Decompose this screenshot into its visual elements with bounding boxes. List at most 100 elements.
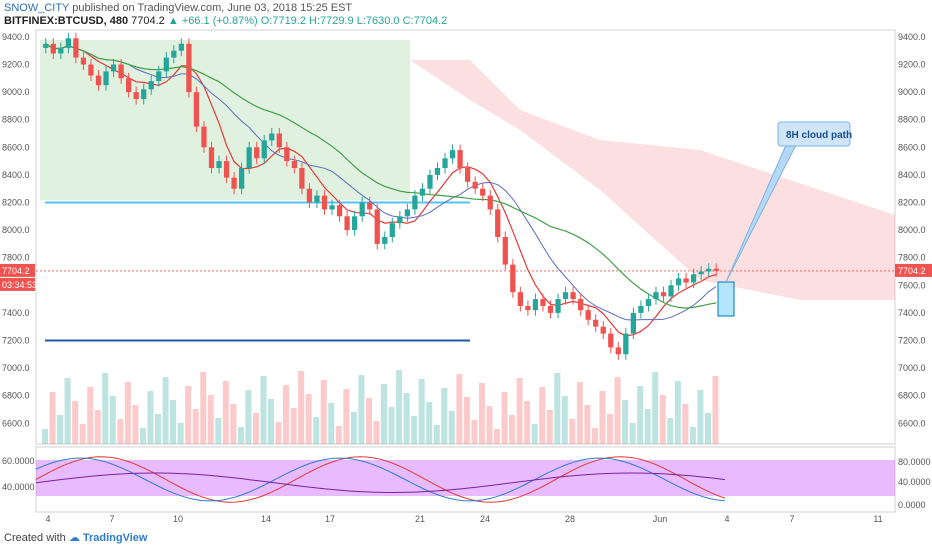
volume-bar xyxy=(117,419,124,444)
created-with-label: Created with xyxy=(4,532,66,544)
volume-bar xyxy=(689,427,696,444)
price-tick-label: 8800.0 xyxy=(898,115,926,125)
volume-bar xyxy=(433,425,440,444)
volume-bar xyxy=(109,396,116,444)
candle-body xyxy=(668,285,674,297)
volume-bar xyxy=(162,377,169,444)
candle-body xyxy=(321,195,328,210)
volume-bar xyxy=(245,390,252,444)
candle-body xyxy=(570,292,576,300)
price-tick-label-left: 6800.0 xyxy=(2,391,30,401)
volume-bar xyxy=(192,409,199,444)
candle-body xyxy=(344,216,350,231)
published-text: published on TradingView.com, June 03, 2… xyxy=(72,2,353,14)
candle-body xyxy=(201,126,207,148)
volume-bar xyxy=(237,427,244,444)
volume-bar xyxy=(697,390,704,444)
volume-bar xyxy=(290,408,297,444)
candle-body xyxy=(397,216,403,224)
volume-bar xyxy=(147,391,154,444)
x-tick-label: 24 xyxy=(480,514,490,524)
candle-body xyxy=(351,216,358,231)
candle-body xyxy=(374,209,380,244)
volume-bar xyxy=(283,385,290,444)
volume-bar xyxy=(328,403,335,444)
candle-body xyxy=(510,264,516,293)
candle-body xyxy=(690,274,697,283)
price-tick-label-left: 8200.0 xyxy=(2,198,30,208)
volume-bar xyxy=(388,407,395,444)
candle-body xyxy=(487,195,493,210)
symbol-label: BITFINEX:BTCUSD, 480 xyxy=(4,15,129,27)
candle-body xyxy=(65,38,72,48)
price-tick-label-left: 8400.0 xyxy=(2,170,30,180)
candle-body xyxy=(608,333,614,348)
candle-body xyxy=(246,147,252,168)
candle-body xyxy=(472,181,478,189)
volume-bar xyxy=(260,376,267,444)
volume-bar xyxy=(155,414,162,444)
volume-bar xyxy=(320,380,327,444)
current-price-tag xyxy=(895,263,932,277)
candle-body xyxy=(442,158,448,168)
footer: Created with ☁ TradingView xyxy=(4,531,147,544)
price-tick-label-left: 6600.0 xyxy=(2,418,30,428)
x-tick-label: 14 xyxy=(261,514,271,524)
volume-bar xyxy=(139,428,146,444)
price-tick-label-left: 8800.0 xyxy=(2,115,30,125)
volume-bar xyxy=(79,424,86,444)
candle-body xyxy=(615,347,621,355)
candle-body xyxy=(495,209,501,237)
ma-fast-line xyxy=(45,43,717,337)
volume-bar xyxy=(494,429,501,444)
volume-bar xyxy=(42,429,49,444)
oscillator-blue-line xyxy=(35,457,726,502)
tradingview-link[interactable]: TradingView xyxy=(82,532,148,544)
volume-bar xyxy=(486,406,493,444)
candle-body xyxy=(193,92,200,127)
current-price-tag-left xyxy=(0,263,35,277)
volume-bar xyxy=(275,422,282,444)
candle-body xyxy=(261,140,267,159)
volume-bar xyxy=(57,415,64,444)
price-tick-label: 7000.0 xyxy=(898,363,926,373)
price-tick-label: 9200.0 xyxy=(898,60,926,70)
volume-bar xyxy=(584,405,591,444)
price-tick-label-left: 9400.0 xyxy=(2,32,30,42)
price-tick-label: 7600.0 xyxy=(898,280,926,290)
candle-body xyxy=(125,78,132,93)
volume-bar xyxy=(170,400,177,444)
candle-body xyxy=(540,299,546,306)
candle-body xyxy=(163,57,169,72)
candle-body xyxy=(457,150,463,168)
candle-body xyxy=(156,71,162,82)
volume-bar xyxy=(64,378,71,444)
volume-bar xyxy=(478,383,485,444)
volume-bar xyxy=(102,373,109,444)
volume-bar xyxy=(185,386,192,444)
price-tick-label-left: 9200.0 xyxy=(2,60,30,70)
volume-bar xyxy=(501,392,508,444)
candle-body xyxy=(103,71,109,86)
volume-bar xyxy=(207,395,214,444)
candle-body xyxy=(306,188,313,203)
candle-body xyxy=(517,292,524,306)
author-link[interactable]: SNOW_CITY xyxy=(4,2,70,14)
volume-bar xyxy=(124,382,131,444)
volume-bar xyxy=(396,370,403,444)
candle-body xyxy=(585,310,591,320)
candle-body xyxy=(653,292,659,300)
volume-bar xyxy=(463,397,470,444)
current-price-value: 7704.2 xyxy=(898,266,926,276)
candle-body xyxy=(698,271,704,275)
candle-body xyxy=(276,133,282,148)
volume-bar xyxy=(94,410,101,444)
candle-body xyxy=(141,89,147,99)
candle-body xyxy=(623,333,629,355)
x-tick-label: 4 xyxy=(724,514,729,524)
volume-bar xyxy=(335,426,342,444)
volume-bar xyxy=(418,379,425,444)
candle-body xyxy=(706,268,712,272)
volume-bar xyxy=(426,402,433,444)
